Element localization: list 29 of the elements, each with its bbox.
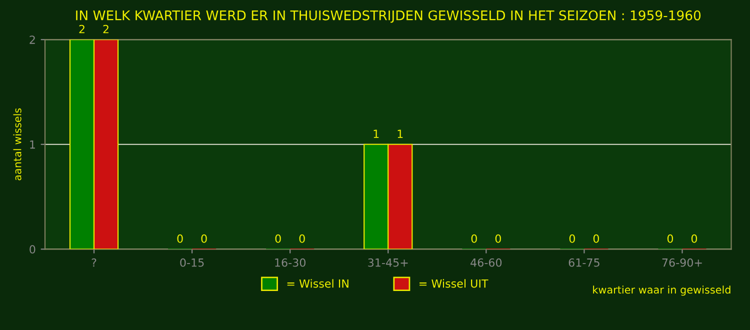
data-label: 0 [495,234,501,243]
y-tick-label: 0 [30,245,36,254]
x-tick-label: 0-15 [180,258,204,267]
y-tick-label: 1 [30,140,35,149]
y-tick-label: 2 [30,36,35,44]
data-label: 0 [275,234,281,243]
x-tick-label: 31-45+ [368,258,408,267]
data-label: 0 [691,234,698,243]
data-label: 0 [201,234,207,243]
x-tick-label: 61-75 [568,258,600,267]
x-axis-title: kwartier waar in gewisseld [593,286,730,296]
y-axis-title: aantal wissels [13,108,22,180]
data-label: 0 [177,234,183,243]
data-label: 1 [374,130,379,138]
data-label: 0 [471,234,477,243]
legend-label: = Wissel IN [287,279,348,288]
x-tick-label: 76-90+ [662,258,702,267]
data-label: 0 [667,234,674,243]
x-tick-label: ? [92,258,96,267]
data-label: 1 [398,130,403,138]
data-label: 2 [103,24,108,34]
legend-label: = Wissel UIT [420,279,488,288]
x-tick-label: 46-60 [470,258,502,267]
data-label: 0 [299,234,305,243]
data-label: 0 [569,234,575,243]
chart-title: IN WELK KWARTIER WERD ER IN THUISWEDSTRIJDEN GEWISSELD IN HET SEIZOEN : 1959-1960 [76,10,701,23]
x-tick-label: 16-30 [275,258,306,267]
data-label: 0 [593,234,600,243]
data-label: 2 [79,24,84,34]
